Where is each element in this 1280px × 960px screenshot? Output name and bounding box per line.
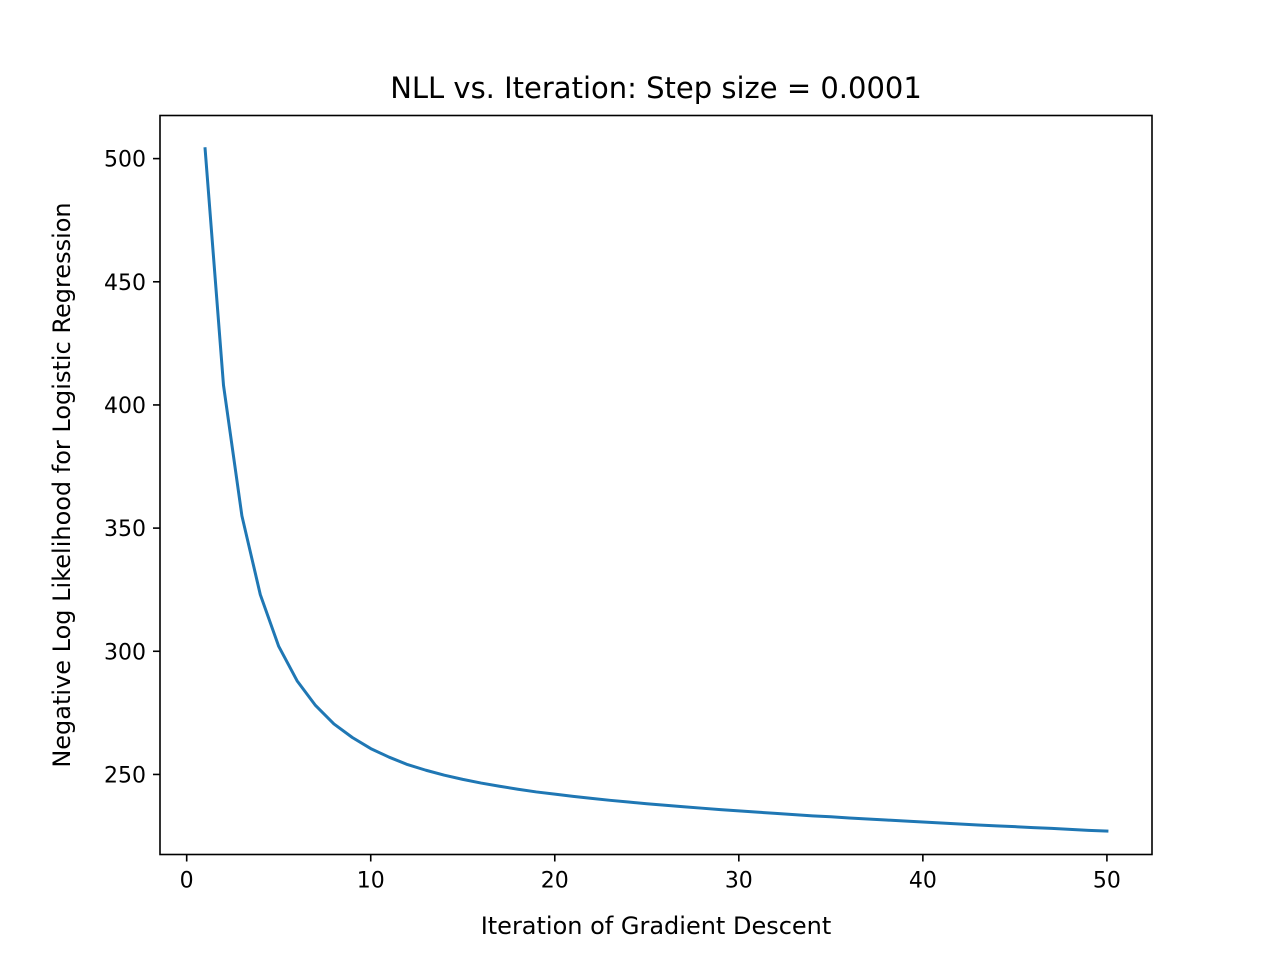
x-tick-label: 10 [357, 869, 385, 894]
y-axis-label: Negative Log Likelihood for Logistic Reg… [48, 202, 76, 767]
x-tick-label: 20 [541, 869, 569, 894]
x-tick-label: 30 [725, 869, 753, 894]
x-axis: 0 10 20 30 40 50 [180, 854, 1121, 894]
y-tick-label: 400 [104, 394, 146, 419]
plot-frame [159, 114, 1153, 856]
y-tick-label: 450 [104, 271, 146, 296]
x-tick-label: 40 [909, 869, 937, 894]
x-axis-label: Iteration of Gradient Descent [481, 912, 832, 940]
y-tick-label: 350 [104, 517, 146, 542]
plot-area [203, 147, 1109, 833]
y-tick-label: 250 [104, 763, 146, 788]
x-tick-label: 50 [1093, 869, 1121, 894]
y-axis: 250 300 350 400 450 500 [104, 148, 160, 788]
x-tick-label: 0 [180, 869, 194, 894]
y-tick-label: 500 [104, 148, 146, 173]
series-line-1 [203, 147, 1109, 833]
chart-title: NLL vs. Iteration: Step size = 0.0001 [390, 71, 922, 105]
y-tick-label: 300 [104, 640, 146, 665]
